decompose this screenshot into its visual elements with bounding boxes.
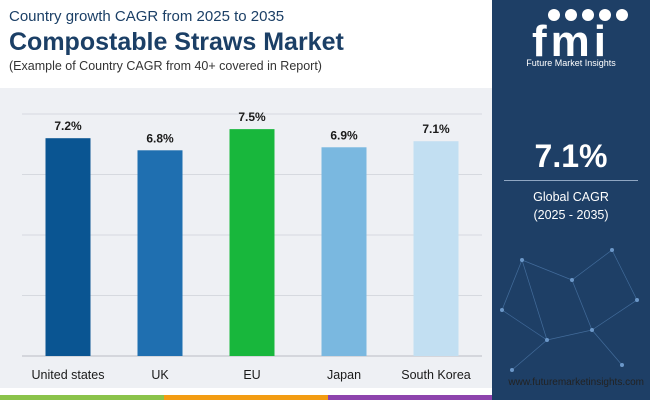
fmi-logo-icon: fmi [532,9,628,66]
chart-header: Country growth CAGR from 2025 to 2035 Co… [0,0,492,90]
data-label: 7.2% [54,119,82,133]
global-cagr-label-line-1: Global CAGR [533,190,609,204]
x-tick-label: UK [151,368,169,382]
x-tick-label: South Korea [401,368,471,382]
bar-chart: 7.2% United states 6.8% UK 7.5% EU 6.9% Japan 7.… [22,110,482,382]
data-label: 6.8% [146,131,174,145]
bar-united-states [45,138,91,356]
sidebar-divider [504,180,638,181]
bar-south-korea [413,141,459,356]
global-cagr-label: Global CAGR (2025 - 2035) [492,188,650,224]
network-graphic-icon [500,248,639,372]
bottom-bar-segment-1 [0,395,164,400]
sidebar-panel: fmi Future Market Insights 7.1% Global C… [492,0,650,400]
bar-uk [137,150,183,356]
bar-eu [229,129,275,356]
chart-panel: 7.2% United states 6.8% UK 7.5% EU 6.9% Japan 7.… [0,88,492,388]
website-url: www.futuremarketinsights.com [508,377,644,388]
x-tick-label: EU [243,368,260,382]
x-tick-label: United states [32,368,105,382]
bottom-bar-segment-2 [164,395,328,400]
x-tick-label: Japan [327,368,361,382]
bottom-bar-segment-3 [328,395,492,400]
global-cagr-value: 7.1% [534,138,608,174]
bar-japan [321,147,367,356]
global-cagr-label-line-2: (2025 - 2035) [533,208,609,222]
logo-text: fmi [532,17,610,66]
data-label: 7.1% [422,122,450,136]
chart-title: Compostable Straws Market [9,28,344,56]
logo-subtext: Future Market Insights [526,58,616,68]
data-label: 7.5% [238,110,266,124]
chart-subtitle: Country growth CAGR from 2025 to 2035 [9,8,285,25]
data-label: 6.9% [330,128,358,142]
bottom-color-bar [0,395,492,400]
chart-note: (Example of Country CAGR from 40+ covere… [9,59,322,73]
